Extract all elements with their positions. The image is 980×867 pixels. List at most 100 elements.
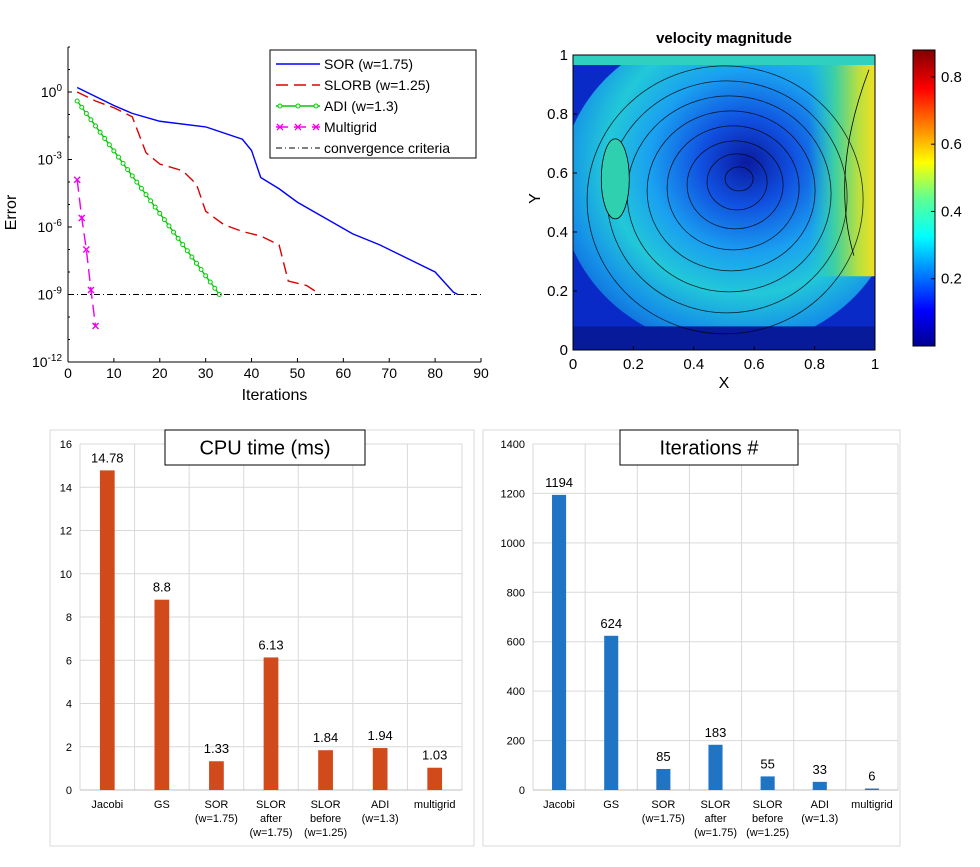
colorbar [912,49,936,347]
legend-marker [294,123,302,131]
velocity-magnitude-chart: velocity magnitude 0 0.2 0.4 0.6 0.8 1 0 0.2 0.4 0… [527,30,962,392]
bar-value-label: 6.13 [258,637,283,652]
series-marker [106,142,112,148]
bar-value-label: 8.8 [153,580,171,595]
y-tick-base: 10 [32,354,48,370]
category-label: (w=1.3) [362,813,399,825]
legend-marker [277,103,283,109]
category-label: before [310,813,341,825]
y-tick-base: 10 [38,287,54,303]
series-marker [166,223,172,229]
bar-value-label: 1.94 [367,728,392,743]
bar-panel [49,429,475,847]
series-marker [102,135,108,141]
series-marker [120,160,126,166]
colorbar-tick-label: 0.4 [941,203,962,220]
colorbar-tick-label: 0.6 [941,136,962,153]
category-label: multigrid [851,799,893,811]
chart-title-box [619,429,799,466]
chart-title: CPU time (ms) [199,438,330,460]
heatmap-title: velocity magnitude [656,30,792,47]
series-marker [152,204,158,210]
series-marker [175,235,181,241]
y-tick-base: 10 [41,84,57,100]
category-label: ADI [811,799,829,811]
velocity-field [573,55,875,350]
series-marker [134,179,140,185]
right-wall-jet [808,55,875,277]
x-tick-label: 0.4 [683,356,704,373]
chart-title: Iterations # [660,438,760,460]
y-tick-label: 0 [66,785,72,797]
category-label: Jacobi [91,799,123,811]
y-tick-label: 2 [66,742,72,754]
y-tick-exponent: 0 [56,83,62,94]
legend-marker [313,103,319,109]
series-marker [74,98,80,104]
legend-label-0: SOR (w=1.75) [324,56,413,72]
series-marker [171,229,177,235]
y-tick-label: 0.8 [547,106,568,123]
y-tick-exponent: -3 [53,151,62,162]
contour-line [724,166,754,192]
y-tick-label: 400 [507,686,525,698]
series-marker [92,322,100,330]
colorbar-tick-label: 0.2 [941,271,962,288]
bar-value-label: 55 [760,756,774,771]
y-tick-label: 0.2 [547,283,568,300]
y-tick-label: 0 [519,785,525,797]
cpu-time-chart: 0 2 4 6 8 10 12 14 16 14.78 Jacobi 8.8 GS 1.33 SOR (w=1… [49,429,475,847]
contour-line [646,110,816,272]
x-tick-label: 30 [198,365,214,381]
series-marker [180,242,186,248]
series-line-1 [76,91,321,296]
x-tick-label: 10 [106,365,122,381]
series-marker [111,148,117,154]
contour-line [706,153,768,211]
category-label: SLOR [311,799,341,811]
legend-label-4: convergence criteria [324,140,450,156]
series-marker [129,173,135,179]
category-label: SOR [651,799,675,811]
series-marker [189,254,195,260]
wall-contour [844,69,870,256]
series-marker [83,110,89,116]
category-label: before [752,813,783,825]
x-tick-label: 50 [290,365,306,381]
series-marker [203,273,209,279]
x-tick-label: 40 [244,365,260,381]
x-tick-label: 0.8 [804,356,825,373]
series-marker [93,123,99,129]
legend-marker [312,123,320,131]
y-axis-label: Error [3,194,20,230]
category-label: (w=1.75) [694,827,737,839]
series-line-2 [76,100,220,295]
bar-0 [99,470,115,790]
y-tick-base: 10 [38,219,54,235]
bar-value-label: 14.78 [91,450,124,465]
bar-value-label: 1.33 [204,741,229,756]
category-label: (w=1.75) [642,813,685,825]
lid-band [573,55,875,65]
bar-4 [760,776,775,790]
y-tick-label: 1 [560,47,568,64]
bar-3 [263,657,279,790]
category-label: SLOR [701,799,731,811]
series-marker [216,292,222,297]
y-tick-label: 6 [66,655,72,667]
colorbar-tick-label: 0.8 [941,69,962,86]
series-line-0 [76,86,459,296]
series-marker [138,185,144,191]
left-eddy-contour [600,138,630,220]
category-label: (w=1.25) [746,827,789,839]
bar-value-label: 85 [656,749,670,764]
y-tick-label: 10-6 [38,218,63,235]
x-axis-label: X [719,375,730,392]
y-tick-label: 1200 [501,488,525,500]
y-tick-exponent: -6 [53,218,62,229]
series-marker [125,167,131,173]
y-tick-label: 10-9 [38,286,63,303]
y-tick-label: 200 [507,736,525,748]
series-marker [87,286,95,294]
